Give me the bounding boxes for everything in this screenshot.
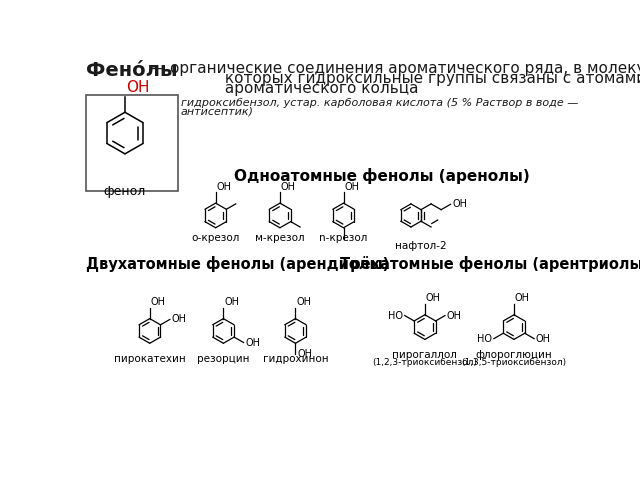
- Text: HO: HO: [388, 311, 403, 321]
- Text: — органические соединения ароматического ряда, в молекулах: — органические соединения ароматического…: [145, 61, 640, 76]
- Text: OH: OH: [245, 337, 260, 348]
- Text: которых гидроксильные группы связаны с атомами углерода: которых гидроксильные группы связаны с а…: [180, 72, 640, 86]
- Text: OH: OH: [515, 293, 530, 303]
- Text: OH: OH: [281, 181, 296, 192]
- Text: OH: OH: [452, 199, 467, 208]
- Text: ароматического кольца: ароматического кольца: [180, 82, 419, 96]
- Text: OH: OH: [447, 311, 461, 321]
- Text: антисептик): антисептик): [180, 106, 253, 116]
- Text: (1,2,3-триоксибензол): (1,2,3-триоксибензол): [372, 358, 477, 367]
- Text: Одноатомные фенолы (аренолы): Одноатомные фенолы (аренолы): [234, 168, 530, 184]
- Text: гидроксибензол, устар. карболовая кислота (5 % Раствор в воде —: гидроксибензол, устар. карболовая кислот…: [180, 97, 578, 108]
- Text: OH: OH: [296, 297, 311, 307]
- Text: Фенóлы: Фенóлы: [86, 61, 178, 81]
- Text: OH: OH: [216, 181, 232, 192]
- Text: пирогаллол: пирогаллол: [392, 350, 458, 360]
- Bar: [86, 95, 178, 191]
- Text: OH: OH: [224, 297, 239, 307]
- Text: OH: OH: [426, 293, 441, 303]
- Text: OH: OH: [150, 297, 166, 307]
- Text: пирокатехин: пирокатехин: [114, 354, 186, 364]
- Text: HO: HO: [477, 334, 492, 344]
- Text: гидрохинон: гидрохинон: [262, 354, 328, 364]
- Text: OH: OH: [172, 314, 186, 324]
- Text: n-крезол: n-крезол: [319, 233, 368, 243]
- Text: OH: OH: [344, 181, 359, 192]
- Text: (1,3,5-триоксибензол): (1,3,5-триоксибензол): [461, 358, 566, 367]
- Text: Двухатомные фенолы (арендиолы): Двухатомные фенолы (арендиолы): [86, 256, 390, 272]
- Text: OH: OH: [297, 349, 312, 359]
- Text: флороглюцин: флороглюцин: [476, 350, 552, 360]
- Text: OH: OH: [536, 334, 550, 344]
- Text: o-крезол: o-крезол: [191, 233, 240, 243]
- Text: м-крезол: м-крезол: [255, 233, 305, 243]
- Text: фенол: фенол: [104, 185, 146, 198]
- Text: OH: OH: [127, 80, 150, 96]
- Text: резорцин: резорцин: [197, 354, 250, 364]
- Text: Трёхатомные фенолы (арентриолы): Трёхатомные фенолы (арентриолы): [340, 256, 640, 272]
- Text: нафтол-2: нафтол-2: [395, 241, 447, 251]
